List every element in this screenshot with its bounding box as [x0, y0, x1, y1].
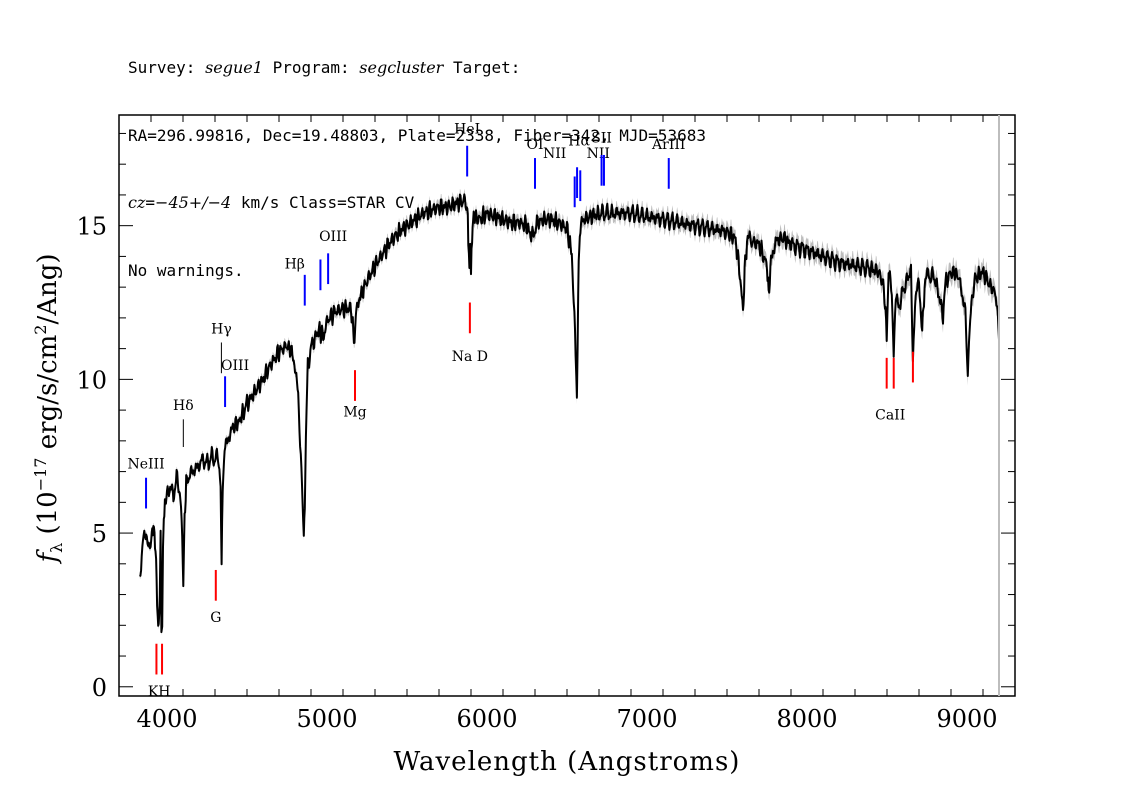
cz-class-text: km/s Class=STAR CV	[231, 193, 415, 212]
marker-label: Hδ	[173, 398, 194, 414]
cz-label: cz	[128, 193, 146, 212]
y-axis-label-post: /Ang)	[33, 253, 63, 324]
y-tick-label: 15	[76, 213, 107, 241]
marker-label: HeI	[454, 121, 480, 137]
program-value: segcluster	[359, 58, 444, 77]
marker-label: SII	[591, 131, 612, 147]
spectrum-line	[139, 193, 1000, 634]
marker-label: NeIII	[127, 457, 164, 473]
marker-label: OIII	[319, 229, 347, 245]
y-axis-label-mid: erg/s/cm	[33, 335, 63, 458]
marker-label: Hγ	[211, 321, 232, 337]
marker-label: OIII	[221, 358, 249, 374]
x-axis-label: Wavelength (Angstroms)	[394, 747, 741, 777]
y-tick-label: 5	[92, 520, 107, 548]
header-line-2: RA=296.99816, Dec=19.48803, Plate=2338, …	[128, 125, 706, 145]
header-line-3: cz=−45+/−4 km/s Class=STAR CV	[128, 192, 706, 215]
x-tick-label: 7000	[616, 705, 677, 733]
marker-label: OI	[526, 137, 543, 153]
error-band-layer	[139, 188, 1000, 636]
x-tick-label: 5000	[296, 705, 357, 733]
y-axis-label: fλ (10−17 erg/s/cm2/Ang)	[31, 253, 66, 564]
y-axis-label-exp1: −17	[31, 458, 50, 492]
header-line-1: Survey: segue1 Program: segcluster Targe…	[128, 57, 706, 80]
plot-frame	[118, 114, 1016, 697]
y-axis-label-sub: λ	[47, 543, 66, 553]
x-tick-label: 8000	[776, 705, 837, 733]
y-axis-label-pre: (10	[33, 491, 63, 543]
survey-value: segue1	[205, 58, 263, 77]
program-label: Program:	[262, 58, 360, 77]
marker-label: Hα	[568, 134, 590, 150]
marker-label: Hβ	[285, 257, 305, 273]
marker-label: NII	[543, 146, 566, 162]
marker-label: Mg	[343, 404, 366, 420]
spectrum-header: Survey: segue1 Program: segcluster Targe…	[128, 12, 706, 305]
x-tick-label: 4000	[136, 705, 197, 733]
x-tick-label: 9000	[936, 705, 997, 733]
marker-label: ArIII	[651, 137, 685, 153]
error-band	[139, 188, 1000, 636]
marker-label: G	[210, 610, 221, 626]
target-label: Target:	[443, 58, 521, 77]
cz-value: −45+/−4	[155, 193, 232, 212]
header-line-4: No warnings.	[128, 260, 244, 280]
cz-equals: =	[145, 193, 156, 212]
y-tick-label: 10	[76, 366, 107, 394]
survey-label: Survey:	[128, 58, 206, 77]
x-tick-label: 6000	[456, 705, 517, 733]
marker-label: CaII	[875, 407, 905, 423]
spectrum-line-layer	[139, 193, 1000, 634]
y-axis-label-exp2: 2	[31, 325, 50, 335]
y-tick-label: 0	[92, 674, 107, 702]
axes-layer: 4000 5000 6000 7000 8000 9000 0 5 10 15	[76, 114, 1016, 733]
marker-label: NII	[587, 146, 610, 162]
marker-label: Na D	[452, 349, 488, 365]
